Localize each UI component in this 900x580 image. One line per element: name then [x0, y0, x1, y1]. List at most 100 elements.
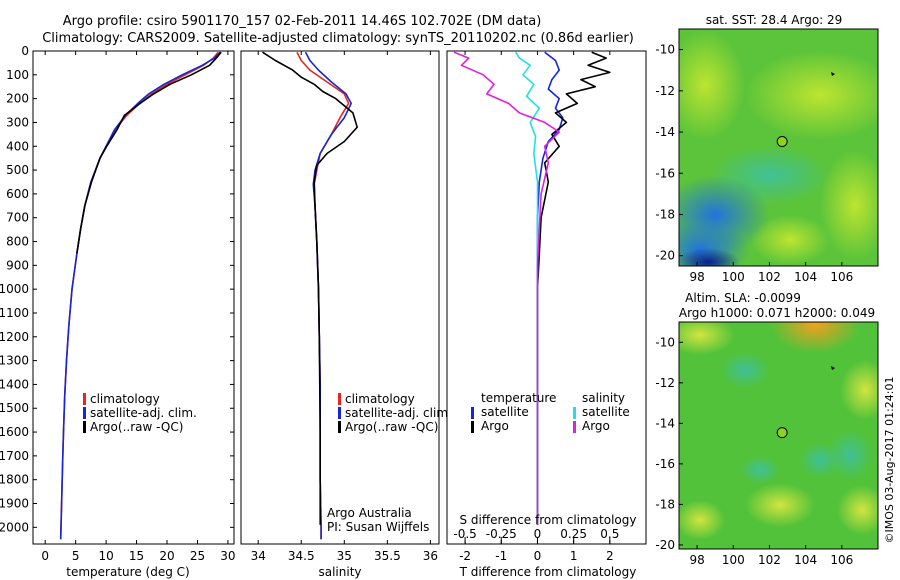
x-tick-label: 25 [190, 549, 205, 563]
depth-tick-label: 700 [6, 211, 29, 225]
series-line-argo-raw-qc- [262, 51, 359, 525]
sst-map-field [679, 29, 878, 266]
sla-low-patch [800, 442, 840, 478]
depth-tick-label: 300 [6, 115, 29, 129]
legend-label-satellite: satellite-adj. clim. [345, 406, 452, 420]
sla-map-field [679, 322, 878, 549]
sla-map-frame [678, 321, 879, 550]
legend-swatch-sal-satellite [573, 407, 576, 419]
map-lon-label: 98 [689, 553, 704, 567]
credit-pi: PI: Susan Wijffels [327, 520, 429, 534]
map-lon-label: 102 [758, 270, 781, 284]
difference-axis-ticks: -2 -1 0 1 2 -0.5 -0.25 0 0.25 0.5 [453, 51, 619, 563]
sst-map-frame [678, 28, 879, 267]
depth-tick-label: 600 [6, 187, 29, 201]
sla-high-patch [770, 322, 860, 353]
sst-warm-patch [820, 150, 878, 260]
imos-credit: ©IMOS 03-Aug-2017 01:24:01 [883, 377, 896, 544]
salinity-axis-label: salinity [318, 565, 361, 579]
x-tick-label: 0 [41, 549, 49, 563]
legend-label-sal-satellite: satellite [582, 405, 630, 419]
argo-position-marker [776, 136, 788, 148]
x-tick-label: 30 [220, 549, 235, 563]
x-tick-label: 1 [570, 549, 578, 563]
depth-tick-label: 1900 [0, 497, 29, 511]
figure-title-line2: Climatology: CARS2009. Satellite-adjuste… [42, 31, 634, 46]
sla-map-subtitle: Argo h1000: 0.071 h2000: 0.049 [679, 306, 875, 320]
difference-plot-frame [446, 50, 647, 545]
x-tick-label: 15 [129, 549, 144, 563]
map-lat-label: -20 [655, 249, 675, 263]
argo-trajectory-arrow-icon [831, 366, 835, 370]
legend-swatch-climatology [338, 393, 341, 405]
difference-legend: temperature salinity satellite Argo sate… [471, 391, 630, 433]
salinity-plot-frame [240, 50, 440, 545]
difference-panel: -2 -1 0 1 2 -0.5 -0.25 0 0.25 0.5 S difference fr… [446, 50, 647, 579]
map-lat-label: -10 [655, 335, 675, 349]
sla-high-patch [679, 500, 725, 540]
depth-tick-label: 2000 [0, 520, 29, 534]
map-lon-label: 100 [722, 553, 745, 567]
difference-profile-lines [453, 51, 611, 525]
series-line-argo-raw-qc- [76, 51, 222, 254]
sla-low-patch [828, 430, 872, 480]
legend-swatch-temp-argo [471, 421, 474, 433]
argo-position-marker [776, 427, 788, 439]
x-tick-label: 0 [534, 549, 542, 563]
sst-map-title: sat. SST: 28.4 Argo: 29 [706, 13, 843, 27]
legend-swatch-satellite [338, 407, 341, 419]
sla-high-patch [837, 485, 878, 535]
legend-label-climatology: climatology [90, 392, 160, 406]
salinity-legend: climatology satellite-adj. clim. Argo(..… [338, 392, 452, 434]
sst-warm-patch [750, 215, 830, 265]
s-difference-axis-label: S difference from climatology [460, 513, 637, 527]
salinity-profile-lines [262, 51, 359, 540]
legend-label-temp-satellite: satellite [481, 405, 529, 419]
s-tick-label: 0 [534, 527, 542, 541]
depth-tick-label: 1800 [0, 473, 29, 487]
depth-tick-label: 1700 [0, 449, 29, 463]
temperature-axis-ticks: 0 5 10 15 20 25 30 [41, 51, 236, 563]
x-tick-label: 35 [337, 549, 352, 563]
legend-label-climatology: climatology [345, 392, 415, 406]
legend-swatch-argo [338, 421, 341, 433]
map-lon-label: 106 [830, 553, 853, 567]
sla-map-title: Altim. SLA: -0.0099 [685, 291, 801, 305]
legend-label-argo: Argo(..raw -QC) [345, 420, 438, 434]
legend-swatch-satellite [83, 407, 86, 419]
sla-low-patch [740, 456, 780, 484]
map-lat-label: -20 [655, 538, 675, 552]
depth-tick-label: 1400 [0, 377, 29, 391]
legend-header-temperature: temperature [481, 391, 556, 405]
sla-low-patch [720, 352, 770, 388]
x-tick-label: 2 [606, 549, 614, 563]
x-tick-label: -2 [459, 549, 471, 563]
depth-tick-label: 400 [6, 139, 29, 153]
map-lat-label: -14 [655, 125, 675, 139]
sla-high-patch [679, 322, 735, 355]
map-lat-label: -16 [655, 457, 675, 471]
s-tick-label: 0.5 [600, 527, 619, 541]
temperature-panel: 0100200300400500600700800900100011001200… [0, 44, 646, 579]
map-lon-label: 100 [722, 270, 745, 284]
sla-map-panel: Altim. SLA: -0.0099 Argo h1000: 0.071 h2… [655, 291, 879, 567]
map-lon-label: 104 [794, 553, 817, 567]
sst-map-panel: sat. SST: 28.4 Argo: 29 98 100 102 104 106 -1… [655, 13, 879, 284]
s-tick-label: -0.25 [486, 527, 517, 541]
x-tick-label: 5 [72, 549, 80, 563]
s-tick-label: 0.25 [560, 527, 587, 541]
temperature-axis-label: temperature (deg C) [66, 565, 189, 579]
sst-warm-patch [745, 50, 878, 140]
temperature-profile-lines [59, 51, 222, 540]
map-lon-label: 104 [794, 270, 817, 284]
legend-swatch-temp-satellite [471, 407, 474, 419]
x-tick-label: 34 [251, 549, 266, 563]
map-lat-label: -16 [655, 166, 675, 180]
depth-tick-label: 100 [6, 68, 29, 82]
x-tick-label: 34.5 [288, 549, 315, 563]
depth-tick-label: 1600 [0, 425, 29, 439]
legend-label-satellite: satellite-adj. clim. [90, 406, 197, 420]
map-lon-label: 106 [830, 270, 853, 284]
temperature-legend: climatology satellite-adj. clim. Argo(..… [83, 392, 197, 434]
map-lat-label: -10 [655, 43, 675, 57]
